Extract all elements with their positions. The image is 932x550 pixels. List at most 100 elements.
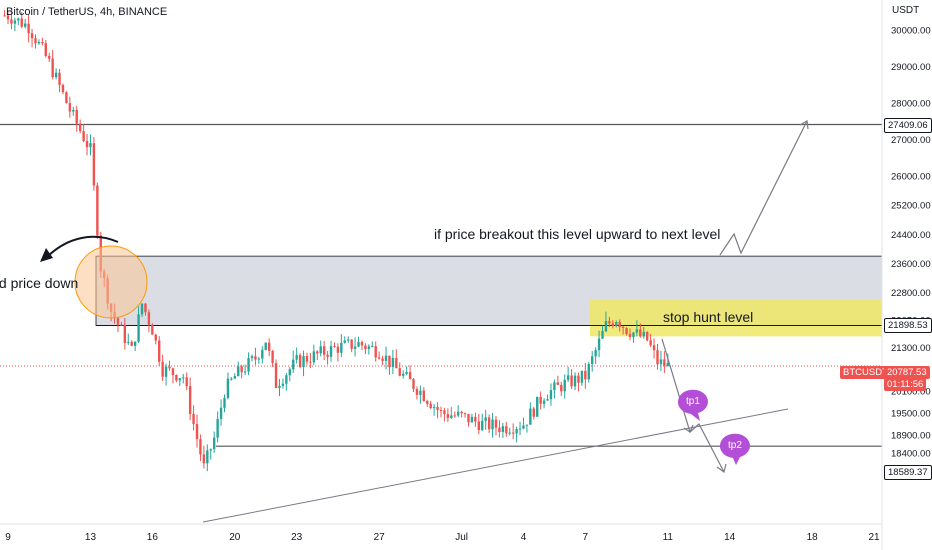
candle-body-159: [549, 390, 553, 400]
candle-body-75: [261, 349, 264, 359]
candle-body-59: [206, 450, 209, 464]
price-tick-13: 18900.00: [891, 430, 931, 441]
candle-body-3: [13, 20, 17, 24]
upper-level-price-tag: 27409.06: [884, 118, 932, 133]
candle-body-182: [628, 334, 632, 338]
candle-body-106: [367, 346, 371, 350]
candle-body-164: [566, 375, 570, 380]
candle-body-27: [96, 185, 99, 236]
candle-body-88: [305, 356, 309, 362]
candle-body-54: [188, 386, 192, 414]
price-tick-5: 25200.00: [891, 201, 931, 212]
candle-body-169: [584, 370, 587, 380]
time-tick-11: 18: [807, 532, 819, 543]
candle-body-14: [51, 58, 54, 78]
candle-body-91: [316, 351, 319, 354]
candle-body-17: [61, 84, 65, 93]
candle-body-4: [17, 18, 20, 21]
candle-body-79: [274, 363, 278, 389]
candle-body-11: [41, 41, 44, 44]
price-tick-7: 23600.00: [891, 259, 931, 270]
breakout-annotation[interactable]: if price breakout this level upward to n…: [434, 226, 721, 242]
time-tick-10: 14: [724, 532, 736, 543]
candle-body-67: [233, 376, 237, 379]
candle-body-25: [89, 143, 92, 148]
candle-body-0: [3, 15, 6, 17]
candle-body-193: [666, 362, 670, 367]
candle-body-139: [481, 420, 484, 431]
zones-layer: [95, 255, 883, 337]
candle-body-133: [460, 411, 463, 414]
hold-annotation[interactable]: old price down: [0, 275, 79, 291]
price-tick-1: 29000.00: [891, 62, 931, 73]
candle-body-181: [625, 327, 628, 335]
candle-body-119: [412, 379, 415, 389]
candle-body-49: [171, 368, 175, 376]
curved-arrow: [45, 235, 119, 259]
candle-body-93: [322, 346, 326, 355]
candle-body-90: [312, 351, 316, 363]
candle-body-174: [601, 331, 604, 339]
candle-body-56: [195, 423, 199, 440]
candle-body-171: [591, 356, 594, 365]
candle-body-5: [20, 18, 23, 27]
candle-body-52: [182, 377, 185, 379]
candle-body-162: [560, 384, 563, 392]
candle-body-179: [618, 322, 621, 327]
candle-body-150: [518, 428, 522, 430]
candle-body-62: [216, 418, 219, 438]
candle-body-8: [30, 33, 34, 39]
candle-body-155: [536, 396, 539, 417]
candle-body-42: [147, 312, 151, 325]
price-tick-6: 24400.00: [891, 230, 931, 241]
candle-body-145: [501, 426, 505, 433]
candle-body-156: [539, 396, 542, 404]
candle-body-2: [10, 19, 13, 24]
stop-hunt-annotation[interactable]: stop hunt level: [663, 309, 754, 325]
candle-body-148: [511, 432, 515, 434]
candle-body-140: [484, 417, 487, 421]
candle-body-6: [23, 23, 27, 27]
countdown-tag: 01:11:56: [884, 378, 927, 391]
lower-level-price-tag: 18589.37: [884, 465, 932, 480]
candle-body-69: [240, 366, 243, 373]
tp2-label[interactable]: tp2: [728, 440, 742, 451]
candle-body-144: [498, 427, 501, 433]
candle-body-102: [353, 346, 357, 349]
time-axis: 9 13 16 20 23 27 Jul 4 7 11 14 18 21: [5, 532, 880, 543]
candle-body-78: [271, 350, 274, 364]
candle-body-180: [621, 326, 625, 328]
candle-body-41: [144, 303, 147, 313]
candle-body-46: [161, 361, 164, 377]
candle-body-111: [384, 355, 388, 361]
candle-body-127: [439, 409, 443, 411]
candle-body-104: [360, 341, 364, 346]
candle-body-116: [401, 373, 405, 376]
candle-body-12: [44, 43, 48, 57]
candle-body-16: [58, 72, 61, 85]
candle-body-86: [298, 355, 302, 368]
price-tick-11: 20100.00: [891, 387, 931, 398]
candle-body-60: [209, 449, 212, 451]
candle-body-165: [570, 375, 573, 387]
drawings-layer: [40, 120, 809, 523]
candle-body-191: [659, 359, 663, 365]
candle-body-74: [257, 358, 261, 360]
live-price-tag: 20787.53: [884, 366, 930, 379]
candle-body-98: [340, 342, 343, 353]
candle-body-130: [450, 415, 453, 418]
tp1-label[interactable]: tp1: [686, 396, 700, 407]
candle-body-188: [649, 340, 652, 346]
candle-body-7: [27, 23, 30, 34]
time-tick-8: 7: [583, 532, 589, 543]
candle-body-109: [377, 357, 381, 359]
candle-body-190: [656, 350, 659, 365]
candle-body-1: [6, 15, 10, 20]
candle-body-131: [453, 415, 456, 417]
candle-body-136: [470, 416, 474, 423]
candle-body-53: [185, 377, 188, 387]
candle-body-40: [140, 303, 144, 315]
curved-arrow-head: [40, 248, 53, 262]
candle-body-87: [302, 356, 305, 368]
